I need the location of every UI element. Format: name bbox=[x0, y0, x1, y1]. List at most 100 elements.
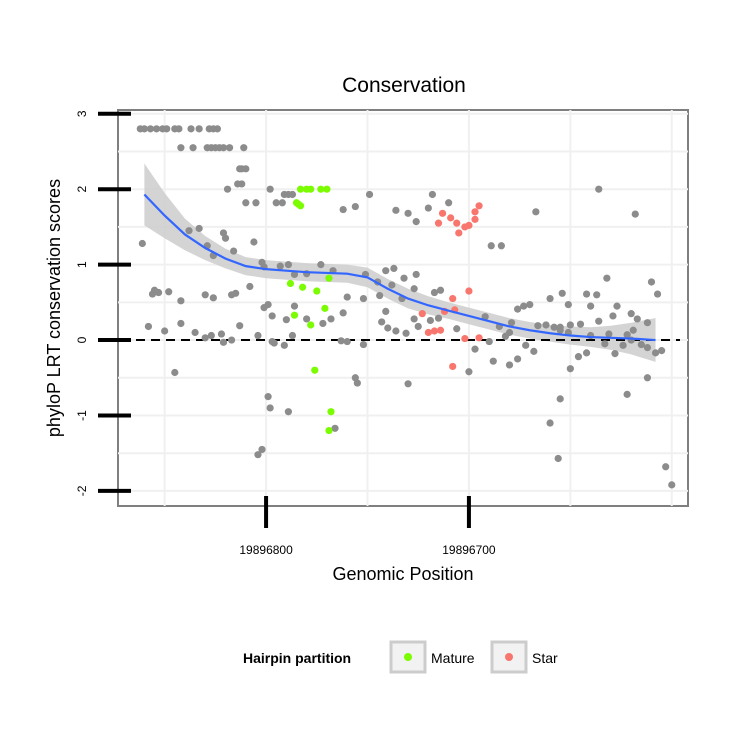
data-point-mature bbox=[298, 283, 307, 291]
data-point-other bbox=[522, 341, 530, 349]
data-point-other bbox=[412, 218, 420, 226]
data-point-other bbox=[532, 208, 540, 216]
data-point-other bbox=[611, 350, 619, 358]
data-point-mature bbox=[317, 185, 325, 193]
data-point-other bbox=[353, 379, 361, 387]
data-point-other bbox=[177, 297, 185, 305]
data-point-other bbox=[566, 365, 574, 373]
data-point-mature bbox=[311, 366, 319, 374]
data-point-mature bbox=[290, 311, 299, 319]
legend: Hairpin partition Mature Star bbox=[243, 640, 558, 674]
data-point-other bbox=[382, 267, 390, 275]
data-point-star bbox=[475, 202, 483, 210]
data-point-other bbox=[276, 262, 284, 270]
data-point-other bbox=[264, 393, 272, 401]
data-point-star bbox=[449, 362, 457, 371]
data-point-other bbox=[554, 454, 562, 463]
data-point-mature bbox=[286, 279, 295, 288]
data-point-other bbox=[633, 315, 641, 323]
legend-title: Hairpin partition bbox=[243, 650, 351, 666]
y-tick-label: 1 bbox=[75, 261, 89, 268]
points-layer bbox=[136, 125, 676, 489]
data-point-other bbox=[290, 302, 299, 310]
data-point-other bbox=[282, 316, 290, 324]
data-point-other bbox=[412, 270, 420, 279]
data-point-other bbox=[390, 264, 398, 272]
data-point-other bbox=[564, 301, 572, 309]
data-point-other bbox=[165, 288, 173, 296]
data-point-star bbox=[436, 326, 445, 334]
data-point-other bbox=[225, 144, 234, 152]
data-point-other bbox=[414, 322, 422, 331]
data-point-other bbox=[254, 331, 262, 340]
data-point-other bbox=[627, 310, 635, 318]
data-point-other bbox=[201, 291, 209, 299]
data-point-star bbox=[430, 327, 439, 335]
data-point-other bbox=[138, 239, 146, 248]
tick-labels: -2 -1 0 1 2 3 19896800 19896700 bbox=[75, 110, 496, 557]
data-point-other bbox=[507, 319, 516, 327]
data-point-other bbox=[215, 144, 224, 152]
data-point-star bbox=[438, 209, 447, 217]
data-point-other bbox=[223, 185, 232, 193]
data-point-other bbox=[613, 302, 621, 310]
chart-title: Conservation bbox=[342, 74, 466, 97]
y-tick-label: -1 bbox=[75, 410, 89, 421]
data-point-other bbox=[428, 190, 437, 199]
data-point-other bbox=[284, 408, 292, 416]
data-point-mature bbox=[321, 304, 329, 312]
data-point-other bbox=[140, 125, 148, 133]
data-point-other bbox=[485, 337, 493, 346]
data-point-other bbox=[595, 185, 603, 193]
data-point-other bbox=[242, 165, 250, 173]
data-point-other bbox=[605, 330, 613, 338]
data-point-other bbox=[609, 312, 617, 320]
data-point-other bbox=[550, 323, 558, 331]
data-point-star bbox=[434, 219, 443, 227]
data-point-other bbox=[207, 331, 215, 340]
data-point-other bbox=[603, 274, 611, 282]
data-point-other bbox=[359, 294, 368, 303]
data-point-other bbox=[445, 199, 453, 207]
data-point-other bbox=[400, 274, 408, 282]
data-point-other bbox=[288, 190, 297, 199]
data-point-other bbox=[221, 234, 230, 242]
data-point-star bbox=[471, 208, 479, 216]
data-point-other bbox=[227, 336, 236, 344]
data-point-other bbox=[201, 334, 209, 342]
axis-ticks bbox=[98, 111, 471, 528]
data-point-star bbox=[424, 328, 432, 337]
data-point-other bbox=[556, 395, 564, 403]
data-point-star bbox=[453, 219, 461, 227]
data-point-other bbox=[303, 315, 311, 323]
data-point-star bbox=[447, 214, 455, 222]
data-point-other bbox=[430, 288, 439, 297]
data-point-other bbox=[146, 125, 155, 133]
data-point-other bbox=[337, 337, 345, 345]
data-point-other bbox=[643, 374, 652, 382]
data-point-other bbox=[623, 331, 631, 339]
data-point-other bbox=[404, 380, 412, 388]
data-point-other bbox=[339, 205, 347, 214]
data-point-other bbox=[290, 270, 299, 279]
legend-label-mature: Mature bbox=[431, 650, 475, 666]
data-point-other bbox=[453, 325, 461, 333]
data-point-other bbox=[643, 319, 652, 327]
legend-swatch-star bbox=[505, 653, 513, 661]
data-point-other bbox=[410, 315, 418, 323]
data-point-other bbox=[252, 199, 260, 207]
data-point-other bbox=[566, 321, 574, 329]
data-point-other bbox=[189, 144, 197, 152]
data-point-other bbox=[331, 424, 339, 432]
y-tick-label: 2 bbox=[75, 186, 89, 193]
data-point-other bbox=[171, 368, 179, 377]
data-point-other bbox=[489, 357, 497, 365]
data-point-other bbox=[144, 322, 153, 331]
data-point-other bbox=[217, 330, 226, 338]
data-point-mature bbox=[296, 202, 305, 210]
data-point-other bbox=[288, 331, 297, 340]
data-point-other bbox=[230, 247, 238, 255]
data-point-other bbox=[404, 209, 412, 217]
data-point-other bbox=[177, 144, 185, 152]
data-point-other bbox=[242, 199, 250, 207]
